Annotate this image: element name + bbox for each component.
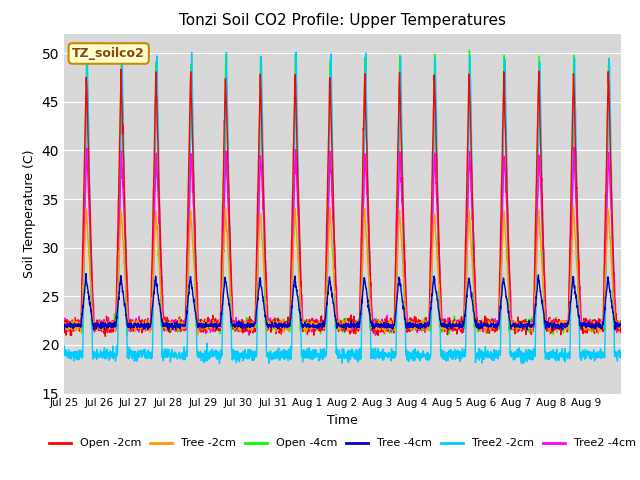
Open -2cm xyxy=(376,320,384,325)
Open -2cm xyxy=(102,334,109,339)
Tree -4cm xyxy=(376,325,384,331)
Line: Tree2 -2cm: Tree2 -2cm xyxy=(64,52,621,363)
Line: Tree2 -4cm: Tree2 -4cm xyxy=(64,147,621,335)
Open -4cm xyxy=(124,332,131,338)
Tree2 -4cm xyxy=(60,324,68,330)
Tree -2cm xyxy=(236,323,244,329)
Tree2 -2cm xyxy=(542,351,550,357)
Tree2 -2cm xyxy=(376,351,384,357)
Tree2 -4cm xyxy=(245,332,253,338)
Open -4cm xyxy=(376,323,384,328)
Open -2cm xyxy=(609,252,617,258)
Title: Tonzi Soil CO2 Profile: Upper Temperatures: Tonzi Soil CO2 Profile: Upper Temperatur… xyxy=(179,13,506,28)
Tree -2cm xyxy=(542,321,550,327)
Tree2 -4cm xyxy=(542,300,550,305)
Line: Tree -4cm: Tree -4cm xyxy=(64,274,621,330)
Tree2 -2cm xyxy=(617,350,625,356)
Open -2cm xyxy=(236,325,244,331)
Open -2cm xyxy=(511,324,518,329)
Tree -2cm xyxy=(609,292,617,298)
Tree -2cm xyxy=(60,320,68,325)
Tree2 -2cm xyxy=(609,284,617,290)
Open -2cm xyxy=(542,323,550,328)
Tree -4cm xyxy=(82,271,90,276)
Tree2 -4cm xyxy=(609,255,617,261)
Tree -4cm xyxy=(510,322,518,328)
X-axis label: Time: Time xyxy=(327,414,358,427)
Tree2 -4cm xyxy=(510,318,518,324)
Open -4cm xyxy=(60,321,68,327)
Tree2 -2cm xyxy=(518,360,525,366)
Open -4cm xyxy=(466,48,474,53)
Tree2 -4cm xyxy=(116,208,124,214)
Tree -2cm xyxy=(570,204,577,209)
Tree -4cm xyxy=(60,321,68,326)
Tree -4cm xyxy=(236,322,244,328)
Legend: Open -2cm, Tree -2cm, Open -4cm, Tree -4cm, Tree2 -2cm, Tree2 -4cm: Open -2cm, Tree -2cm, Open -4cm, Tree -4… xyxy=(44,434,640,453)
Line: Tree -2cm: Tree -2cm xyxy=(64,206,621,335)
Tree2 -2cm xyxy=(236,350,244,356)
Tree -2cm xyxy=(617,324,625,329)
Tree2 -4cm xyxy=(617,319,625,325)
Tree -2cm xyxy=(376,323,384,328)
Line: Open -4cm: Open -4cm xyxy=(64,50,621,335)
Tree2 -4cm xyxy=(236,328,244,334)
Open -4cm xyxy=(236,324,244,330)
Tree2 -2cm xyxy=(118,49,126,55)
Tree2 -2cm xyxy=(116,219,124,225)
Open -2cm xyxy=(117,66,125,72)
Tree -4cm xyxy=(542,325,550,331)
Tree2 -4cm xyxy=(570,144,578,150)
Tree -4cm xyxy=(548,327,556,333)
Tree -2cm xyxy=(194,332,202,338)
Tree2 -4cm xyxy=(376,326,384,332)
Open -2cm xyxy=(116,131,124,137)
Open -2cm xyxy=(60,320,68,326)
Open -4cm xyxy=(116,170,124,176)
Open -4cm xyxy=(617,322,625,328)
Open -4cm xyxy=(511,328,518,334)
Tree -4cm xyxy=(617,322,625,327)
Y-axis label: Soil Temperature (C): Soil Temperature (C) xyxy=(23,149,36,278)
Open -2cm xyxy=(617,318,625,324)
Tree -4cm xyxy=(116,280,124,286)
Text: TZ_soilco2: TZ_soilco2 xyxy=(72,47,145,60)
Tree2 -2cm xyxy=(510,353,518,359)
Tree2 -2cm xyxy=(60,346,68,352)
Line: Open -2cm: Open -2cm xyxy=(64,69,621,336)
Tree -2cm xyxy=(510,325,518,331)
Tree -4cm xyxy=(609,310,617,316)
Open -4cm xyxy=(609,314,617,320)
Tree -2cm xyxy=(116,243,124,249)
Open -4cm xyxy=(542,321,550,326)
